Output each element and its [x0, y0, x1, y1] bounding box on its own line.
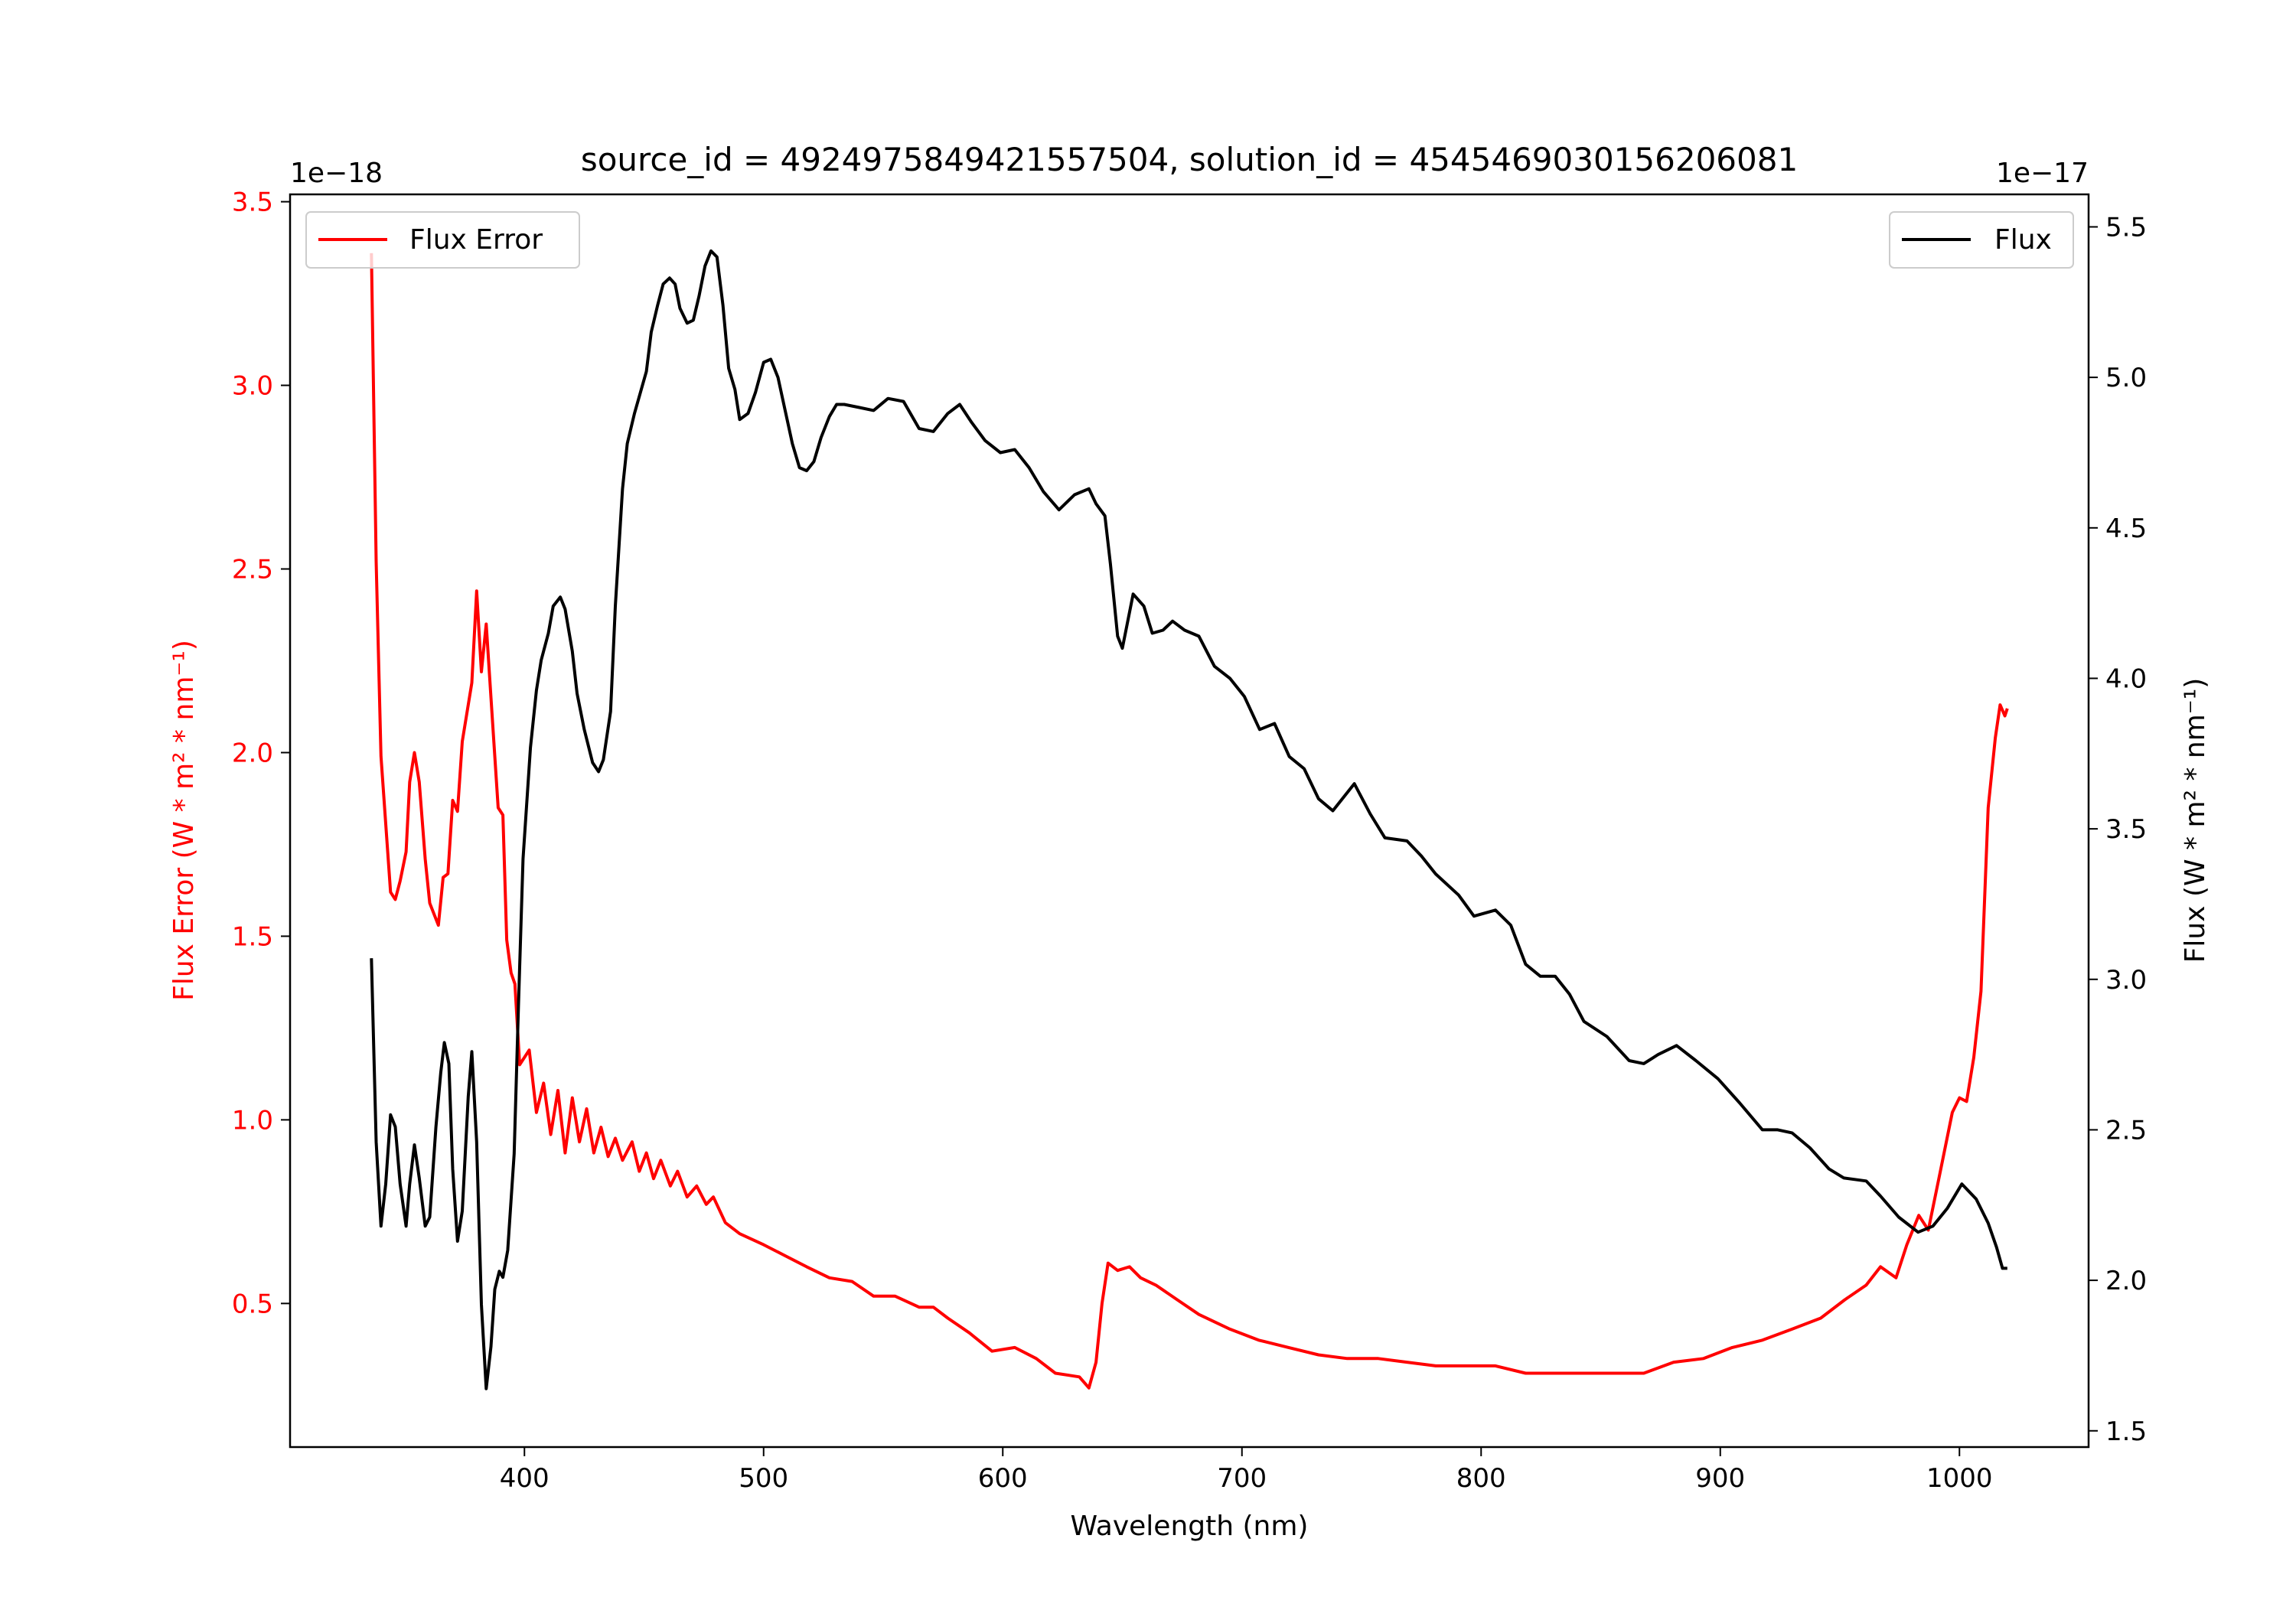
right-y-tick-label: 1.5 — [2105, 1416, 2147, 1447]
right-y-tick-label: 5.5 — [2105, 212, 2147, 243]
right-y-tick-label: 3.0 — [2105, 965, 2147, 996]
right-y-tick-label: 3.5 — [2105, 814, 2147, 845]
right-y-tick-label: 2.0 — [2105, 1266, 2147, 1296]
series-line-flux — [370, 249, 2007, 1390]
axes-frame — [289, 193, 2090, 1449]
legend-flux-error: Flux Error — [305, 211, 580, 269]
legend-label-flux: Flux — [1994, 224, 2052, 256]
x-tick-label: 700 — [1217, 1463, 1267, 1494]
left-y-tick-label: 2.0 — [232, 738, 273, 768]
x-tick-label: 900 — [1695, 1463, 1745, 1494]
right-y-tick-label: 4.0 — [2105, 663, 2147, 694]
left-y-tick-label: 2.5 — [232, 555, 273, 585]
x-tick-label: 500 — [739, 1463, 788, 1494]
plot-area — [370, 249, 2009, 1390]
x-axis-label: Wavelength (nm) — [1071, 1511, 1309, 1542]
x-tick-label: 1000 — [1926, 1463, 1993, 1494]
legend-box — [305, 211, 580, 269]
left-axis-offset: 1e−18 — [290, 158, 383, 189]
chart-title: source_id = 4924975849421557504, solutio… — [581, 141, 1798, 178]
left-y-tick-label: 1.5 — [232, 921, 273, 952]
x-tick-label: 600 — [978, 1463, 1028, 1494]
left-y-tick-label: 3.0 — [232, 371, 273, 402]
right-y-tick-label: 2.5 — [2105, 1115, 2147, 1146]
right-y-tick-label: 5.0 — [2105, 363, 2147, 393]
series-line-flux-error — [370, 253, 2009, 1390]
x-tick-label: 400 — [500, 1463, 550, 1494]
legend-flux: Flux — [1889, 211, 2074, 269]
legend-box — [1889, 211, 2074, 269]
right-y-axis-label: Flux (W * m² * nm⁻¹) — [2180, 678, 2211, 963]
left-y-axis-label: Flux Error (W * m² * nm⁻¹) — [168, 640, 200, 1001]
right-axis-offset: 1e−17 — [1996, 158, 2089, 189]
ticks: 400 500 600 700 800 900 1000 0.5 1.0 1.5 2.0 2.5 3.0… — [232, 187, 2147, 1494]
left-y-tick-label: 0.5 — [232, 1289, 273, 1319]
left-y-tick-label: 3.5 — [232, 187, 273, 218]
right-y-tick-label: 4.5 — [2105, 513, 2147, 544]
x-tick-label: 800 — [1456, 1463, 1506, 1494]
legend-label-flux-error: Flux Error — [409, 224, 543, 256]
left-y-tick-label: 1.0 — [232, 1105, 273, 1136]
